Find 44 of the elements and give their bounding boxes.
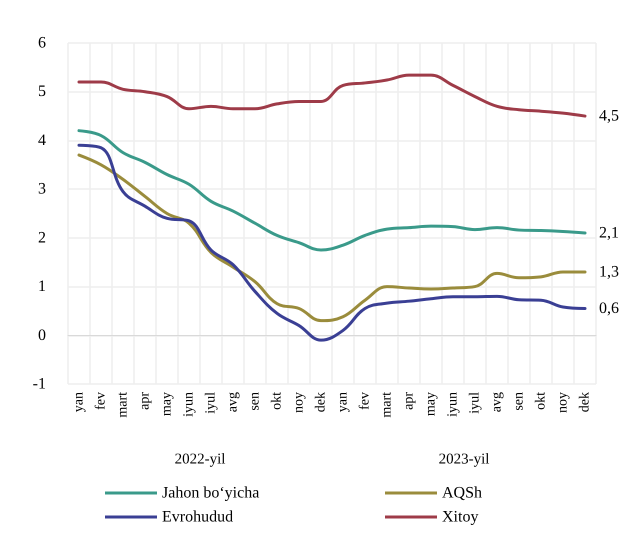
x-tick-label: iyul xyxy=(468,392,482,414)
x-tick-label: sen xyxy=(512,392,526,411)
x-tick-label: may xyxy=(424,392,438,416)
x-tick-label: apr xyxy=(402,392,416,410)
y-tick-label: 5 xyxy=(38,83,46,100)
x-tick-label: iyul xyxy=(204,392,218,414)
data-label: 4,5 xyxy=(599,108,619,125)
x-tick-label: yan xyxy=(336,392,350,412)
legend-label: AQSh xyxy=(442,484,482,502)
line-series xyxy=(78,129,586,252)
x-tick-label: sen xyxy=(248,392,262,411)
x-tick-label: may xyxy=(160,392,174,416)
x-tick-label: avg xyxy=(226,392,240,412)
x-tick-label: fev xyxy=(94,392,108,410)
x-tick-label: iyun xyxy=(182,392,196,417)
x-tick-label: iyun xyxy=(446,392,460,417)
y-tick-label: -1 xyxy=(32,376,46,392)
x-tick-label: apr xyxy=(138,392,152,410)
x-tick-label: okt xyxy=(270,392,284,410)
data-label: 1,3 xyxy=(599,263,619,280)
y-tick-label: 6 xyxy=(38,34,46,52)
x-tick-label: mart xyxy=(380,392,394,418)
y-tick-label: 4 xyxy=(38,132,46,149)
x-tick-label: yan xyxy=(72,392,86,412)
text: 2022-yil xyxy=(174,452,226,468)
legend-label: Evrohudud xyxy=(162,508,234,526)
y-tick-label: 3 xyxy=(38,180,46,198)
x-tick-label: noy xyxy=(292,392,306,413)
x-tick-label: dek xyxy=(578,392,592,412)
y-tick-label: 1 xyxy=(38,278,46,296)
x-tick-label: okt xyxy=(534,392,548,410)
x-tick-label: fev xyxy=(358,392,372,410)
text: 2023-yil xyxy=(438,452,490,468)
legend-label: Jahon bo‘yicha xyxy=(162,484,260,502)
x-tick-label: dek xyxy=(314,392,328,412)
y-tick-label: 0 xyxy=(38,326,46,344)
x-tick-label: avg xyxy=(490,392,504,412)
x-tick-label: mart xyxy=(116,392,130,418)
y-tick-label: 2 xyxy=(38,229,46,246)
x-tick-label: noy xyxy=(556,392,570,413)
legend-label: Xitoy xyxy=(442,508,478,526)
data-label: 0,6 xyxy=(599,300,619,317)
line-series xyxy=(78,74,586,118)
data-label: 2,1 xyxy=(599,224,619,242)
